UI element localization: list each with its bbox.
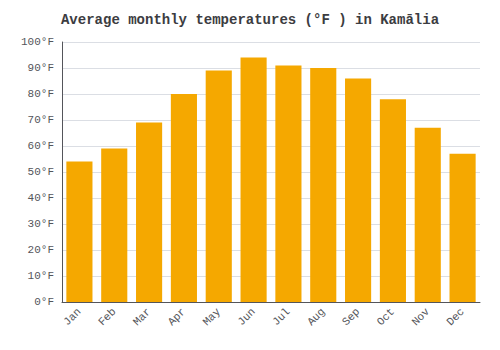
svg-text:Sep: Sep xyxy=(340,306,362,328)
svg-text:20°F: 20°F xyxy=(28,244,54,256)
svg-text:Nov: Nov xyxy=(410,305,433,328)
svg-text:Apr: Apr xyxy=(166,306,188,328)
svg-text:0°F: 0°F xyxy=(34,296,54,308)
svg-text:50°F: 50°F xyxy=(28,166,54,178)
svg-text:Aug: Aug xyxy=(305,306,327,328)
svg-text:90°F: 90°F xyxy=(28,62,54,74)
svg-text:Dec: Dec xyxy=(444,306,466,328)
svg-text:Oct: Oct xyxy=(375,306,397,328)
svg-text:60°F: 60°F xyxy=(28,140,54,152)
svg-text:Jan: Jan xyxy=(61,306,83,328)
svg-text:30°F: 30°F xyxy=(28,218,54,230)
svg-text:10°F: 10°F xyxy=(28,270,54,282)
svg-text:Feb: Feb xyxy=(96,306,118,328)
svg-text:40°F: 40°F xyxy=(28,192,54,204)
svg-text:Average monthly temperatures (: Average monthly temperatures (°F ) in Ka… xyxy=(61,12,440,28)
svg-text:70°F: 70°F xyxy=(28,114,54,126)
svg-text:80°F: 80°F xyxy=(28,88,54,100)
svg-text:May: May xyxy=(201,305,224,328)
svg-text:100°F: 100°F xyxy=(21,36,54,48)
svg-text:Jun: Jun xyxy=(235,306,257,328)
svg-text:Jul: Jul xyxy=(270,306,292,328)
svg-text:Mar: Mar xyxy=(131,306,153,328)
